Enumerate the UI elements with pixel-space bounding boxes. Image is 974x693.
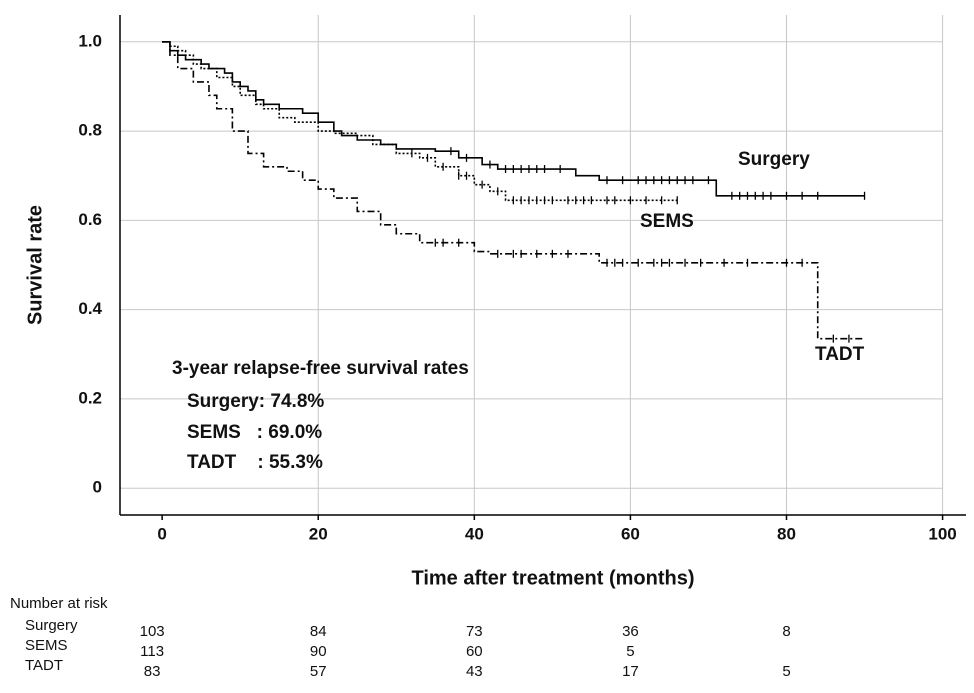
survival-curve xyxy=(162,40,865,197)
x-axis-title: Time after treatment (months) xyxy=(411,567,694,589)
x-tick-label: 20 xyxy=(309,524,328,543)
risk-count: 5 xyxy=(626,643,634,660)
risk-count: 36 xyxy=(622,623,639,640)
risk-count: 5 xyxy=(782,663,790,680)
x-tick-label: 60 xyxy=(621,524,640,543)
series-label: TADT xyxy=(815,344,865,365)
annotation: Surgery: 74.8% xyxy=(187,391,324,412)
series-label: Surgery xyxy=(738,149,810,170)
risk-table-title: Number at risk xyxy=(10,595,108,612)
risk-count: 90 xyxy=(310,643,327,660)
y-tick-label: 0 xyxy=(93,478,102,497)
x-tick-label: 0 xyxy=(157,524,166,543)
x-tick-label: 80 xyxy=(777,524,796,543)
series-label: SEMS xyxy=(640,211,694,232)
risk-count: 8 xyxy=(782,623,790,640)
risk-count: 84 xyxy=(310,623,327,640)
y-tick-label: 0.6 xyxy=(78,210,102,229)
risk-count: 57 xyxy=(310,663,327,680)
x-tick-label: 40 xyxy=(465,524,484,543)
y-tick-label: 1.0 xyxy=(78,31,102,50)
risk-count: 113 xyxy=(140,643,164,660)
annotation: 3-year relapse-free survival rates xyxy=(172,358,469,379)
y-axis-title: Survival rate xyxy=(24,205,46,325)
annotation: TADT : 55.3% xyxy=(187,452,323,473)
y-tick-label: 0.8 xyxy=(78,121,102,140)
x-tick-label: 100 xyxy=(928,524,956,543)
risk-count: 17 xyxy=(622,663,639,680)
survival-curve xyxy=(162,40,678,202)
risk-count: 83 xyxy=(144,663,161,680)
annotation: SEMS : 69.0% xyxy=(187,422,322,443)
risk-count: 73 xyxy=(466,623,483,640)
risk-count: 103 xyxy=(140,623,165,640)
risk-row-name: SEMS xyxy=(25,637,68,654)
risk-row-name: Surgery xyxy=(25,617,78,634)
y-tick-label: 0.4 xyxy=(78,299,102,318)
risk-count: 60 xyxy=(466,643,483,660)
risk-count: 43 xyxy=(466,663,483,680)
risk-row-name: TADT xyxy=(25,657,63,674)
survival-curve xyxy=(162,40,865,340)
y-tick-label: 0.2 xyxy=(78,388,102,407)
